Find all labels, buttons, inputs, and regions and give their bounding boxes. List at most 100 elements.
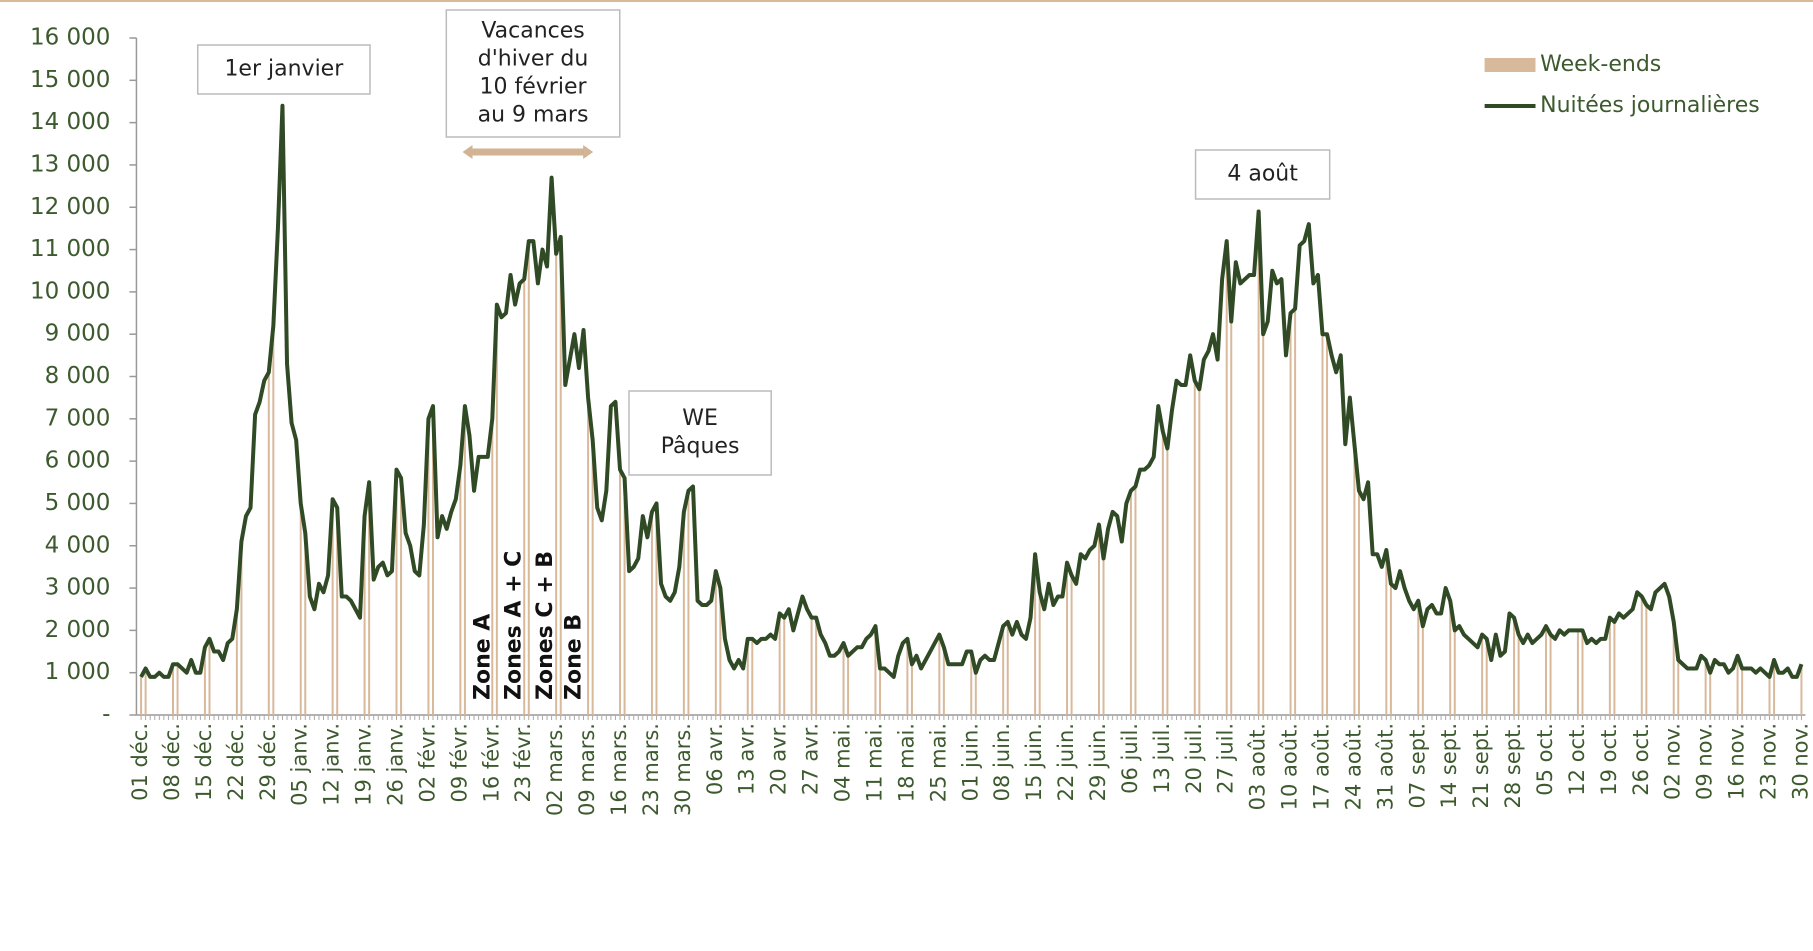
x-tick-label: 06 avr. [703, 723, 727, 795]
weekend-bar [619, 469, 622, 715]
y-tick-label: 9 000 [45, 321, 111, 347]
weekend-bar [1389, 583, 1392, 715]
weekend-bar [746, 638, 749, 715]
weekend-bar [842, 643, 845, 715]
annotation-text: Pâques [661, 434, 740, 459]
annotation-box [445, 9, 621, 138]
x-tick-label: 13 juil. [1150, 723, 1174, 794]
x-tick-label: 04 mai. [831, 723, 855, 802]
weekend-bar [1102, 558, 1105, 715]
zone-label: Zone B [562, 614, 587, 700]
weekend-bar [751, 638, 754, 715]
y-tick-label: 15 000 [30, 67, 110, 93]
x-tick-label: 22 juin. [1054, 723, 1078, 801]
weekend-bar [1070, 575, 1073, 715]
x-tick-label: 23 févr. [511, 723, 535, 803]
line-series [139, 103, 1804, 679]
weekend-bar [1002, 626, 1005, 715]
weekend-bar [299, 503, 302, 715]
weekend-bar [1257, 211, 1260, 715]
x-tick-label: 08 juin. [990, 723, 1014, 801]
weekend-bar [395, 469, 398, 715]
weekend-bar [368, 482, 371, 715]
y-tick-label: 14 000 [30, 109, 110, 135]
y-tick-label: 12 000 [30, 194, 110, 220]
annotation-box [196, 44, 371, 95]
x-tick-label: 30 nov. [1788, 723, 1812, 800]
weekend-bar [1677, 659, 1680, 715]
weekend-bar [1262, 334, 1265, 715]
weekend-bar [1198, 389, 1201, 715]
x-tick-label: 24 août. [1341, 723, 1365, 810]
annotation-text: d'hiver du [478, 47, 589, 72]
weekend-bar [1704, 659, 1707, 715]
weekend-bar [1097, 524, 1100, 715]
weekend-bar [400, 478, 403, 715]
weekend-bar [272, 325, 275, 715]
weekend-bar [682, 511, 685, 715]
weekend-bar [427, 418, 430, 715]
weekend-bar [687, 490, 690, 715]
weekend-bar [650, 511, 653, 715]
x-tick-label: 09 mars. [575, 723, 599, 816]
x-tick-label: 11 mai. [862, 723, 886, 802]
weekend-bar [1513, 617, 1516, 715]
x-tick-label: 22 déc. [224, 723, 248, 801]
x-tick-label: 12 janv. [320, 723, 344, 806]
zone-label: Zone A [470, 614, 495, 700]
weekend-bar [527, 241, 530, 715]
annotation-box [1194, 149, 1331, 200]
x-tick-label: 14 sept. [1437, 723, 1461, 809]
weekend-bar [144, 668, 147, 715]
y-tick-label: 1 000 [45, 659, 111, 685]
weekend-bar [1608, 617, 1611, 715]
y-tick-label: 5 000 [45, 490, 111, 516]
x-tick-label: 01 juin. [958, 723, 982, 801]
x-tick-label: 20 juil. [1182, 723, 1206, 794]
y-tick-label: 4 000 [45, 532, 111, 558]
x-tick-label: 02 nov. [1661, 723, 1685, 800]
weekend-bar [1357, 490, 1360, 715]
weekend-bar [719, 588, 722, 715]
y-tick-label: 16 000 [30, 25, 110, 51]
weekend-bar [879, 668, 882, 715]
annotation-box [628, 390, 772, 476]
weekend-bar [203, 647, 206, 715]
weekend-bar [655, 503, 658, 715]
x-tick-label: 12 oct. [1565, 723, 1589, 796]
x-tick-label: 15 déc. [192, 723, 216, 801]
weekend-bar [431, 406, 434, 715]
x-tick-label: 16 mars. [607, 723, 631, 816]
x-tick-label: 19 janv. [352, 723, 376, 806]
x-tick-label: 07 sept. [1405, 723, 1429, 809]
weekend-bar [1741, 668, 1744, 715]
weekend-bar [910, 664, 913, 715]
weekend-bar [523, 279, 526, 715]
weekend-bar [1134, 486, 1137, 715]
legend-label: Week-ends [1540, 52, 1661, 77]
x-tick-label: 01 déc. [128, 723, 152, 801]
zone-label: Zones C + B [533, 551, 558, 700]
weekend-bar [208, 638, 211, 715]
weekend-bar [1326, 334, 1329, 715]
weekend-bar [623, 478, 626, 715]
y-tick-label: 2 000 [45, 617, 111, 643]
x-tick-label: 13 avr. [735, 723, 759, 795]
weekend-bar [1034, 554, 1037, 715]
weekend-bar [463, 406, 466, 715]
weekend-bar [1481, 634, 1484, 715]
x-tick-label: 29 juin. [1086, 723, 1110, 801]
x-tick-label: 26 janv. [384, 723, 408, 806]
weekend-bar [815, 617, 818, 715]
legend-label: Nuitées journalières [1540, 93, 1760, 118]
weekend-bar [1773, 659, 1776, 715]
annotation-text: 4 août [1227, 162, 1298, 187]
weekend-bar [1385, 549, 1388, 715]
weekend-bar [1449, 600, 1452, 715]
weekend-bar [1645, 604, 1648, 715]
x-tick-label: 25 mai. [926, 723, 950, 802]
weekend-bar [267, 372, 270, 715]
x-tick-label: 05 janv. [288, 723, 312, 806]
weekend-bar [1006, 621, 1009, 715]
x-tick-label: 02 mars. [543, 723, 567, 816]
